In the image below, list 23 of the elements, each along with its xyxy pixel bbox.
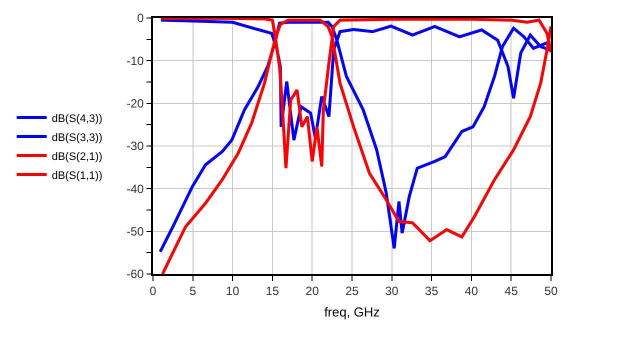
legend-label: dB(S(3,3)) <box>52 132 102 144</box>
y-tick-label: -60 <box>126 267 144 282</box>
y-tick-label: -10 <box>126 54 144 68</box>
legend-label: dB(S(2,1)) <box>52 150 102 163</box>
x-tick-label: 40 <box>464 284 478 298</box>
y-tick-label: 0 <box>137 11 144 26</box>
legend-label: dB(S(4,3)) <box>52 112 102 125</box>
y-tick-label: -40 <box>126 182 144 196</box>
x-tick-label: 25 <box>345 284 359 298</box>
x-tick-label: 0 <box>150 284 157 298</box>
x-tick-label: 15 <box>266 284 280 298</box>
x-tick-label: 45 <box>504 284 518 298</box>
y-tick-label: -20 <box>126 96 144 111</box>
legend-label: dB(S(1,1)) <box>52 170 102 182</box>
x-axis-title: freq, GHz <box>324 304 380 320</box>
x-tick-label: 30 <box>385 284 399 298</box>
x-tick-label: 10 <box>226 284 240 298</box>
x-tick-label: 50 <box>544 284 558 298</box>
x-tick-label: 5 <box>189 284 196 298</box>
y-tick-label: -50 <box>126 224 144 239</box>
x-tick-label: 35 <box>424 284 439 298</box>
x-tick-label: 20 <box>306 284 320 298</box>
y-tick-label: -30 <box>126 139 144 154</box>
